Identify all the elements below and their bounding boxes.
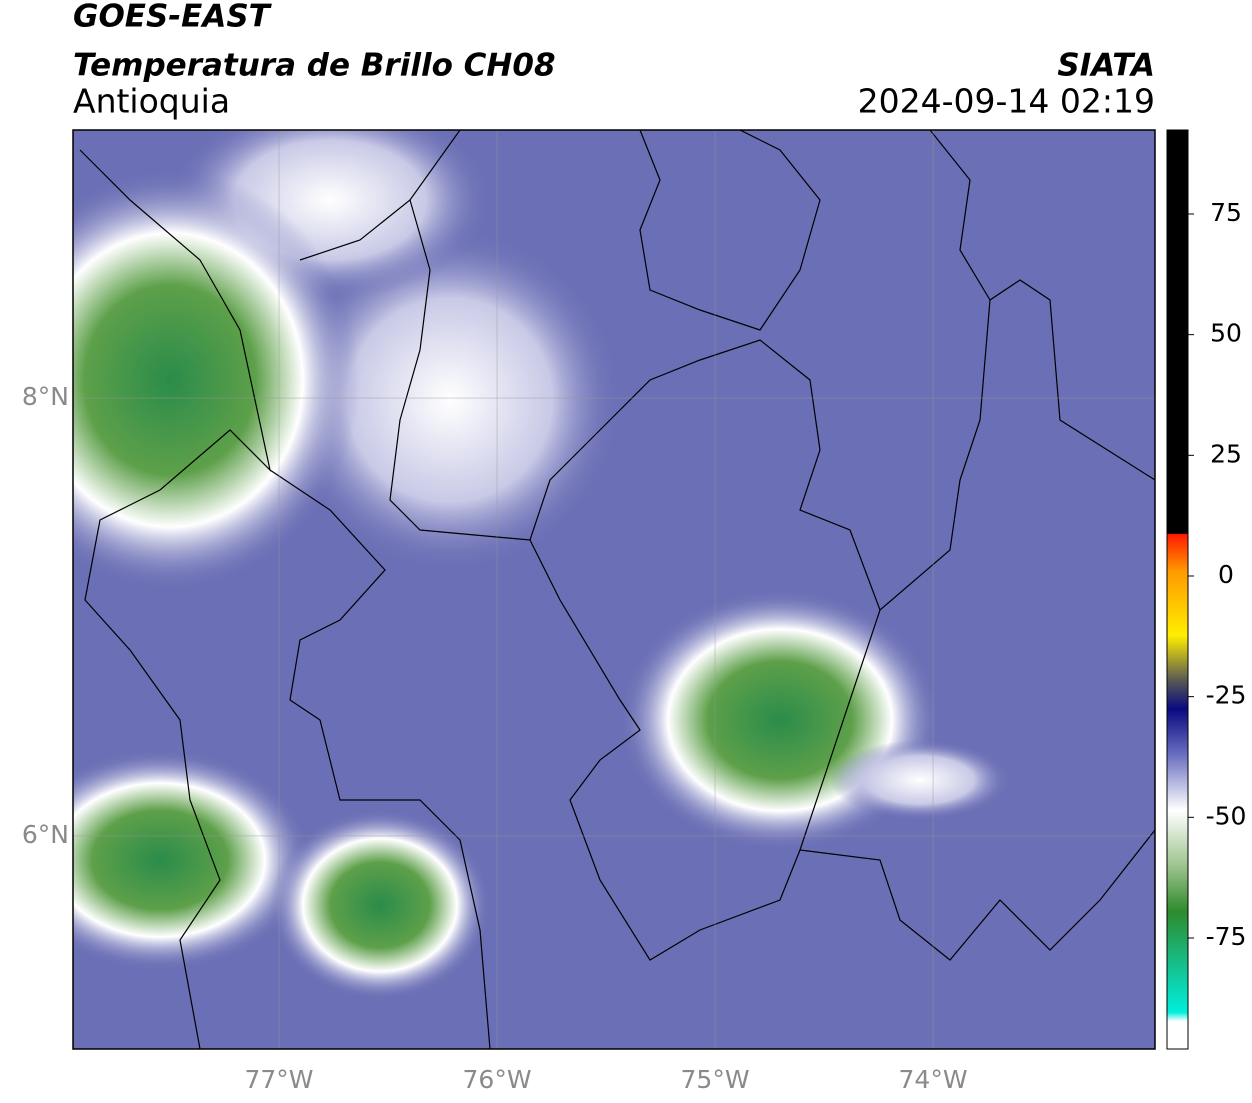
x-tick-label: 75°W <box>681 1065 750 1094</box>
colorbar-tick-label: 0 <box>1218 560 1234 589</box>
subtitle: Temperatura de Brillo CH08 <box>73 48 556 84</box>
colorbar-tick-label: 50 <box>1210 319 1242 348</box>
colorbar-tick-label: 25 <box>1210 439 1242 468</box>
colorbar <box>1166 129 1189 1050</box>
title: GOES-EAST <box>73 0 273 35</box>
datetime: 2024-09-14 02:19 <box>858 82 1155 121</box>
map-frame <box>72 129 1156 1050</box>
colorbar-tick-label: 75 <box>1210 198 1242 227</box>
colorbar-tick-label: -50 <box>1206 801 1247 830</box>
x-tick-label: 77°W <box>245 1065 314 1094</box>
x-tick-label: 74°W <box>899 1065 968 1094</box>
y-tick-label: 6°N <box>22 820 69 849</box>
y-tick-label: 8°N <box>22 382 69 411</box>
colorbar-tick-label: -75 <box>1206 922 1247 951</box>
x-tick-label: 76°W <box>463 1065 532 1094</box>
source: SIATA <box>1057 48 1155 84</box>
region: Antioquia <box>73 82 230 121</box>
colorbar-tick-label: -25 <box>1206 681 1247 710</box>
satellite-image <box>73 130 1155 1049</box>
